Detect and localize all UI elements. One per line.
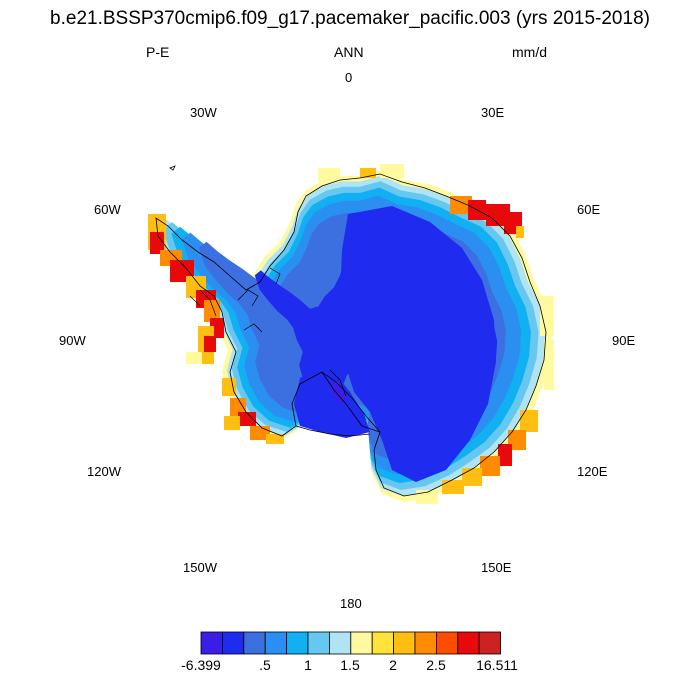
pe-edge-cell-1 [150,232,164,254]
coastal-detail [189,267,281,333]
colorbar-box-4 [286,631,309,655]
units-label: mm/d [512,44,547,60]
pe-edge-cell-31 [318,168,340,182]
season-label: ANN [334,44,364,60]
south-georgia-island [169,165,176,171]
pe-edge-cell-25 [508,430,526,450]
antarctica-coastline [155,173,547,497]
colorbar-label-2: 1 [304,657,312,673]
pe-edge-cell-16 [266,434,284,444]
colorbar-label-0: -6.399 [181,657,221,673]
pe-edge-blobs [148,164,554,504]
pe-interior-east [340,206,496,482]
colorbar-box-12 [457,631,480,655]
pe-edge-cell-17 [450,196,472,214]
colorbar-box-3 [264,631,288,655]
pe-edge-cell-14 [224,416,240,430]
colorbar-box-9 [393,631,416,655]
ice-shelf-boundary [295,369,381,437]
pe-edge-cell-10 [186,352,202,364]
pe-edge-cell-9 [204,336,216,352]
colorbar-label-6: 16.511 [476,657,518,673]
variable-label: P-E [146,44,170,60]
colorbar-box-8 [371,631,395,655]
pe-edge-cell-22 [540,296,554,336]
pe-edge-cell-33 [360,168,376,178]
colorbar-box-0 [200,631,223,655]
lon-label-60w: 60W [94,202,121,217]
lon-label-90w: 90W [59,333,86,348]
colorbar-label-3: 1.5 [340,657,360,673]
pe-edge-cell-32 [380,164,404,178]
pe-edge-cell-27 [480,456,500,476]
lon-label-180: 180 [340,596,362,611]
colorbar-box-2 [243,631,266,655]
colorbar-box-6 [328,631,352,655]
pe-edge-cell-6 [204,300,220,322]
colorbar-box-7 [350,631,373,655]
lon-label-30w: 30W [190,105,217,120]
lon-label-60e: 60E [577,202,601,217]
lon-label-120e: 120E [577,464,608,479]
colorbar-box-13 [478,631,502,655]
lon-label-150w: 150W [183,560,217,575]
lon-label-120w: 120W [87,464,121,479]
lon-label-90e: 90E [612,333,636,348]
lon-label-30e: 30E [481,105,505,120]
pe-ross-shelf [294,368,370,438]
pe-edge-cell-29 [442,480,464,494]
plot-title: b.e21.BSSP370cmip6.f09_g17.pacemaker_pac… [50,8,650,29]
pe-edge-cell-13 [238,412,256,426]
pe-edge-cell-28 [462,468,482,486]
colorbar-box-5 [307,631,330,655]
colorbar-label-4: 2 [389,657,397,673]
pe-edge-cell-30 [416,490,438,504]
colorbar-label-1: .5 [259,657,271,673]
pe-edge-cell-23 [544,340,554,390]
pe-ross-violet [330,380,348,404]
colorbar-box-10 [414,631,437,655]
colorbar-box-11 [435,631,459,655]
colorbar-box-1 [221,631,245,655]
pe-edge-cell-26 [498,444,512,466]
colorbar-label-5: 2.5 [426,657,446,673]
pe-edge-cell-21 [516,226,524,238]
pe-edge-cell-24 [520,410,538,432]
lon-label-150e: 150E [481,560,512,575]
lon-label-0: 0 [345,70,353,85]
